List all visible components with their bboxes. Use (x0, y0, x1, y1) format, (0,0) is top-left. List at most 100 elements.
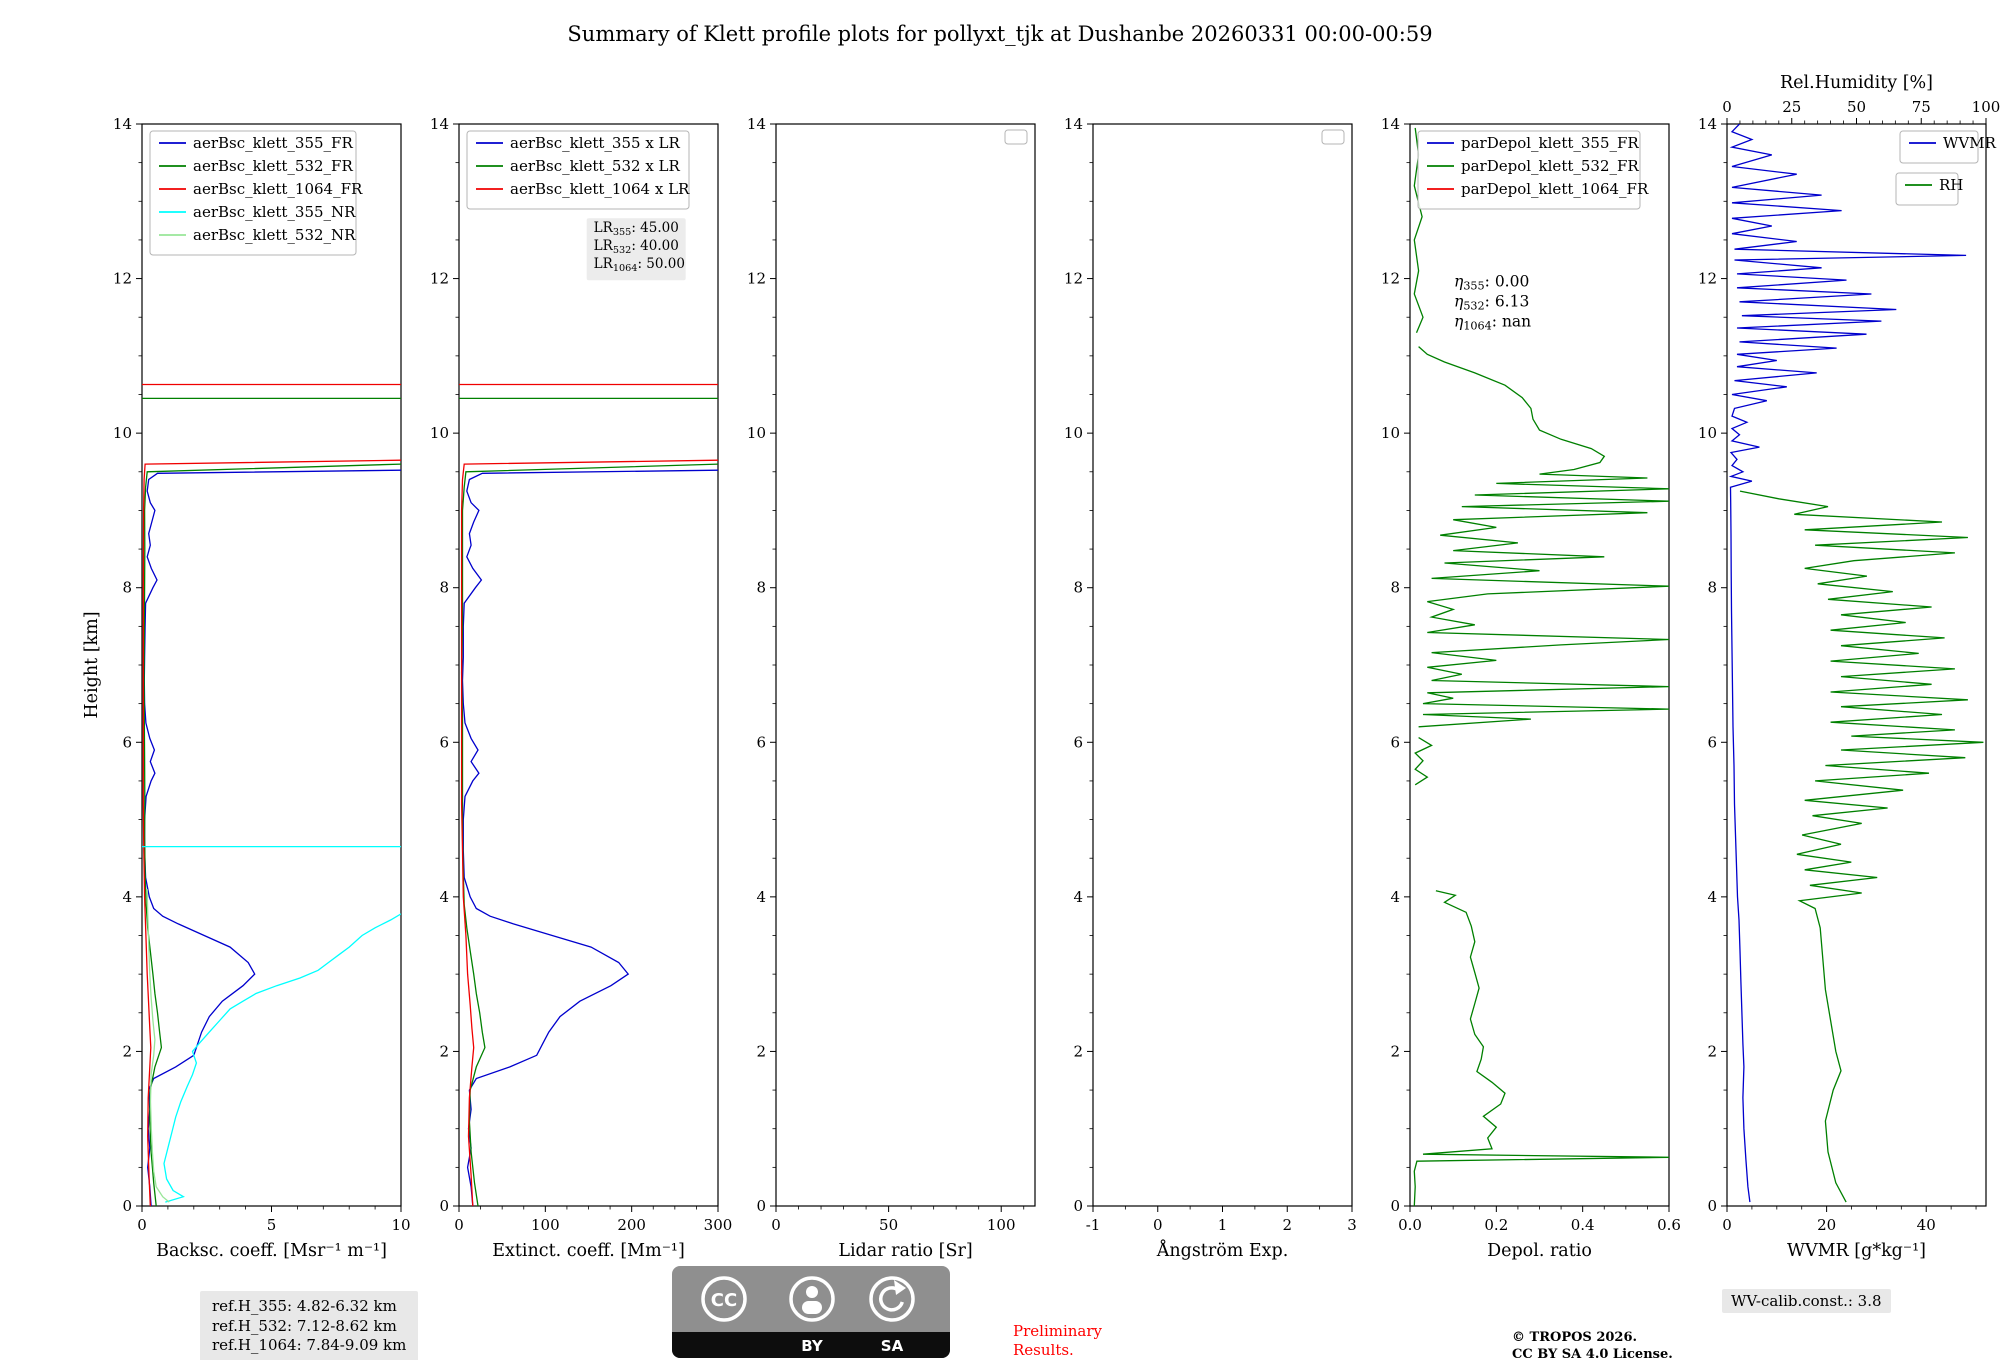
x-tick-label: 10 (391, 1216, 410, 1234)
y-tick-label: 2 (1073, 1042, 1083, 1060)
y-tick-label: 8 (122, 579, 132, 597)
y-tick-label: 4 (439, 888, 449, 906)
x-axis: -1 0 1 2 3 Ångström Exp. (1086, 1206, 1357, 1261)
legend: aerBsc_klett_355_FR aerBsc_klett_532_FRae… (149, 130, 363, 256)
top-axis-label: Rel.Humidity [%] (1780, 73, 1933, 93)
y-tick-label: 10 (430, 424, 449, 442)
axes-frame (458, 123, 719, 1207)
annotation-line: η355: 0.00 (1454, 272, 1529, 292)
cc-circle-icon (701, 1276, 747, 1322)
preliminary-line-1: Preliminary (1013, 1322, 1103, 1340)
y-tick-label: 2 (1390, 1042, 1400, 1060)
series-aerBsc_klett_532_FR (142, 397, 401, 1206)
y-tick-label: 10 (1381, 424, 1400, 442)
y-tick-label: 4 (1707, 888, 1717, 906)
y-tick-label: 0 (1707, 1197, 1717, 1215)
x-axis-label: Lidar ratio [Sr] (838, 1241, 972, 1261)
axes-frame (1092, 123, 1353, 1207)
x-axis: 0 50 100 Lidar ratio [Sr] (771, 1206, 1025, 1261)
axes-frame (775, 123, 1036, 1207)
legend-label: aerBsc_klett_532_FR (193, 157, 353, 175)
series-aerBsc_klett_1064_FR (142, 383, 401, 1206)
y-tick-label: 14 (1698, 115, 1717, 133)
empty-legend-box (1004, 129, 1028, 145)
y-tick-label: 10 (1064, 424, 1083, 442)
legend: aerBsc_klett_355 x LR aerBsc_klett_532 x … (466, 130, 690, 210)
series-WVMR (1728, 124, 1967, 1203)
preliminary-note: Preliminary Results. (1013, 1322, 1102, 1360)
y-tick-label: 8 (439, 579, 449, 597)
series-aerBsc_klett_532_x_LR (459, 397, 718, 1206)
y-tick-label: 0 (756, 1197, 766, 1215)
series-aerBsc_klett_1064_x_LR (459, 383, 718, 1206)
cc-by-label: BY (801, 1337, 824, 1355)
ref-height-1064: ref.H_1064: 7.84-9.09 km (212, 1336, 407, 1354)
x-tick-label: 0 (137, 1216, 147, 1234)
y-axis: 0 2 4 6 8 10 12 14 (1064, 115, 1093, 1215)
y-tick-label: 6 (122, 733, 132, 751)
x-axis: 0 20 40 WVMR [g*kg⁻¹] (1722, 1206, 1977, 1261)
legend-label: aerBsc_klett_355 x LR (510, 134, 681, 152)
x-tick-label: 200 (617, 1216, 646, 1234)
legend-label: aerBsc_klett_1064 x LR (510, 180, 690, 198)
x-tick-label: 0 (454, 1216, 464, 1234)
y-tick-label: 6 (1390, 733, 1400, 751)
series-aerBsc_klett_355_NR (142, 845, 401, 1203)
top-tick-label: 100 (1972, 98, 2000, 116)
legend-label: parDepol_klett_355_FR (1461, 134, 1639, 152)
empty-legend-box (1321, 129, 1345, 145)
y-tick-label: 4 (122, 888, 132, 906)
x-tick-label: 100 (531, 1216, 560, 1234)
y-axis: 0 2 4 6 8 10 12 14 Height [km] (82, 115, 142, 1215)
y-tick-label: 14 (430, 115, 449, 133)
top-tick-label: 25 (1782, 98, 1801, 116)
x-tick-label: 40 (1917, 1216, 1936, 1234)
annotation-line: LR532: 40.00 (594, 238, 679, 256)
legend-label: parDepol_klett_532_FR (1461, 157, 1639, 175)
x-axis-label: Backsc. coeff. [Msr⁻¹ m⁻¹] (156, 1241, 387, 1261)
y-tick-label: 10 (747, 424, 766, 442)
legend: RH (1895, 172, 1963, 206)
top-tick-label: 50 (1847, 98, 1866, 116)
panel-wvmr: 0 20 40 WVMR [g*kg⁻¹] 0 2 4 6 8 10 12 14 0 25 50 75 100 R… (1698, 73, 2000, 1261)
x-tick-label: 0 (1722, 1216, 1732, 1234)
series-aerBsc_klett_532_NR (146, 889, 170, 1203)
legend-label: RH (1939, 176, 1963, 194)
x-tick-label: 3 (1347, 1216, 1357, 1234)
x-tick-label: 0 (1153, 1216, 1163, 1234)
x-tick-label: 1 (1218, 1216, 1228, 1234)
copyright-line-2: CC BY SA 4.0 License. (1512, 1346, 1673, 1360)
y-tick-label: 12 (430, 270, 449, 288)
y-tick-label: 8 (756, 579, 766, 597)
y-tick-label: 8 (1707, 579, 1717, 597)
y-tick-label: 0 (439, 1197, 449, 1215)
legend-label: aerBsc_klett_532 x LR (510, 157, 681, 175)
y-tick-label: 12 (113, 270, 132, 288)
legend-label: aerBsc_klett_1064_FR (193, 180, 363, 198)
annotation-line: η1064: nan (1454, 312, 1531, 332)
y-tick-label: 6 (1707, 733, 1717, 751)
y-tick-label: 2 (1707, 1042, 1717, 1060)
cc-circle-label: CC (711, 1290, 737, 1311)
y-tick-label: 12 (747, 270, 766, 288)
y-tick-label: 2 (122, 1042, 132, 1060)
top-tick-label: 75 (1912, 98, 1931, 116)
x-axis-label: WVMR [g*kg⁻¹] (1787, 1241, 1926, 1261)
y-axis: 0 2 4 6 8 10 12 14 (430, 115, 459, 1215)
y-tick-label: 2 (439, 1042, 449, 1060)
preliminary-line-2: Results. (1013, 1340, 1074, 1359)
copyright-line-1: © TROPOS 2026. (1512, 1330, 1638, 1345)
legend: WVMR (1899, 130, 1997, 164)
x-axis: 0.0 0.2 0.4 0.6 Depol. ratio (1398, 1206, 1681, 1261)
y-tick-label: 12 (1381, 270, 1400, 288)
x-tick-label: 0.0 (1398, 1216, 1422, 1234)
ref-heights-box: ref.H_355: 4.82-6.32 km ref.H_532: 7.12-… (200, 1291, 419, 1360)
legend-label: aerBsc_klett_532_NR (193, 226, 356, 244)
top-axis: 0 25 50 75 100 Rel.Humidity [%] (1722, 73, 2000, 124)
y-tick-label: 10 (1698, 424, 1717, 442)
y-tick-label: 0 (1073, 1197, 1083, 1215)
x-tick-label: 0.6 (1657, 1216, 1681, 1234)
